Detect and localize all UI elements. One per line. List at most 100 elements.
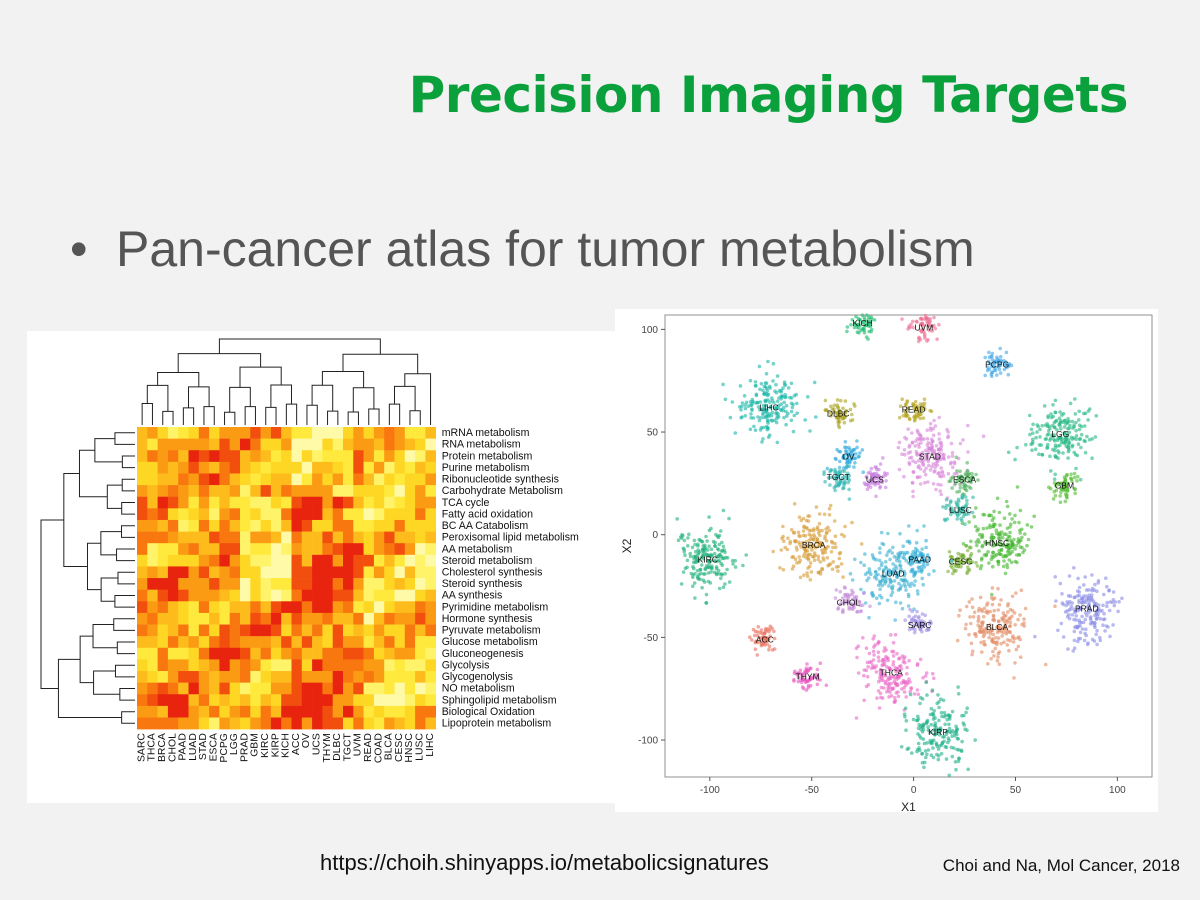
scatter-point [743, 414, 748, 418]
heatmap-cell [270, 554, 282, 567]
scatter-point [992, 368, 997, 372]
scatter-point [775, 374, 780, 378]
scatter-point [849, 323, 853, 327]
scatter-point [939, 443, 944, 447]
scatter-point [1053, 493, 1058, 498]
heatmap-cell [291, 659, 303, 672]
scatter-point [1046, 432, 1051, 436]
scatter-point [894, 566, 899, 570]
scatter-point [915, 747, 920, 752]
heatmap-cell [198, 601, 210, 614]
heatmap-cell [219, 647, 230, 660]
heatmap-cell [332, 589, 344, 602]
heatmap-cell [353, 566, 364, 579]
scatter-point [950, 754, 955, 759]
scatter-point [838, 589, 843, 594]
cluster-label: BLCA [986, 622, 1009, 632]
heatmap-cell [157, 485, 169, 498]
scatter-point [858, 451, 862, 455]
source-url[interactable]: https://choih.shinyapps.io/metabolicsign… [320, 850, 769, 875]
scatter-point [1052, 481, 1057, 485]
scatter-point [970, 510, 975, 515]
heatmap-cell [312, 519, 323, 532]
scatter-point [854, 596, 858, 601]
scatter-point [907, 524, 911, 528]
scatter-point [838, 459, 842, 464]
heatmap-cell [209, 438, 220, 451]
scatter-point [822, 558, 826, 562]
scatter-point [785, 414, 789, 418]
heatmap-cell [147, 589, 158, 602]
scatter-point [768, 405, 772, 410]
heatmap-cell [384, 461, 395, 474]
scatter-point [884, 560, 888, 564]
scatter-point [1029, 427, 1034, 432]
scatter-point [742, 394, 747, 398]
heatmap-cell [373, 636, 385, 649]
scatter-point [799, 545, 803, 549]
scatter-point [1006, 548, 1011, 553]
cluster-label: GBM [1055, 480, 1074, 490]
bullet-text: Pan-cancer atlas for tumor metabolism [116, 221, 975, 277]
heatmap-cell [260, 543, 272, 556]
scatter-point [759, 416, 763, 420]
scatter-point [888, 676, 893, 681]
scatter-point [1096, 608, 1100, 613]
scatter-point [830, 475, 834, 480]
heatmap-cell [167, 612, 179, 625]
scatter-point [926, 748, 931, 752]
scatter-point [802, 524, 806, 529]
scatter-point [906, 451, 911, 455]
heatmap-cell [425, 450, 436, 463]
scatter-point [701, 554, 706, 558]
heatmap-cell [270, 496, 282, 509]
scatter-point [702, 580, 707, 584]
scatter-point [945, 729, 950, 734]
scatter-point [991, 597, 995, 602]
scatter-point [794, 392, 798, 397]
heatmap-cell [384, 624, 395, 637]
heatmap-cell [250, 659, 261, 672]
scatter-point [1054, 599, 1058, 603]
dendrogram-branch [368, 408, 380, 425]
heatmap-cell [394, 496, 406, 509]
heatmap-cell [363, 473, 375, 486]
scatter-point [828, 503, 833, 508]
heatmap-cell [137, 647, 148, 660]
heatmap-cell [229, 647, 241, 660]
scatter-point [686, 544, 690, 548]
scatter-point [985, 368, 990, 373]
heatmap-cell [404, 624, 416, 637]
scatter-point [907, 561, 911, 565]
heatmap-cell [219, 578, 230, 590]
scatter-point [862, 698, 866, 703]
dendrogram-branch [321, 371, 365, 388]
scatter-point [919, 408, 924, 413]
scatter-point [920, 612, 925, 616]
scatter-point [904, 695, 908, 699]
scatter-point [878, 484, 883, 489]
scatter-point [853, 557, 857, 562]
heatmap-cell [312, 438, 323, 451]
scatter-point [852, 447, 857, 452]
heatmap-cell [404, 682, 416, 695]
scatter-point [987, 561, 991, 565]
scatter-point [950, 450, 955, 455]
scatter-point [1053, 454, 1057, 458]
scatter-point [983, 643, 987, 647]
scatter-point [954, 729, 958, 734]
scatter-point [925, 741, 929, 745]
heatmap-cell [260, 612, 272, 625]
heatmap-column-label: KICH [281, 733, 292, 758]
scatter-point [1072, 638, 1077, 643]
heatmap-cell [270, 682, 282, 695]
scatter-point [844, 445, 849, 450]
heatmap-cell [322, 636, 333, 649]
scatter-point [1002, 359, 1006, 363]
heatmap-cell [373, 473, 385, 486]
scatter-point [907, 658, 911, 663]
heatmap-cell [209, 461, 220, 474]
scatter-point [689, 571, 693, 576]
heatmap-cell [373, 485, 385, 498]
